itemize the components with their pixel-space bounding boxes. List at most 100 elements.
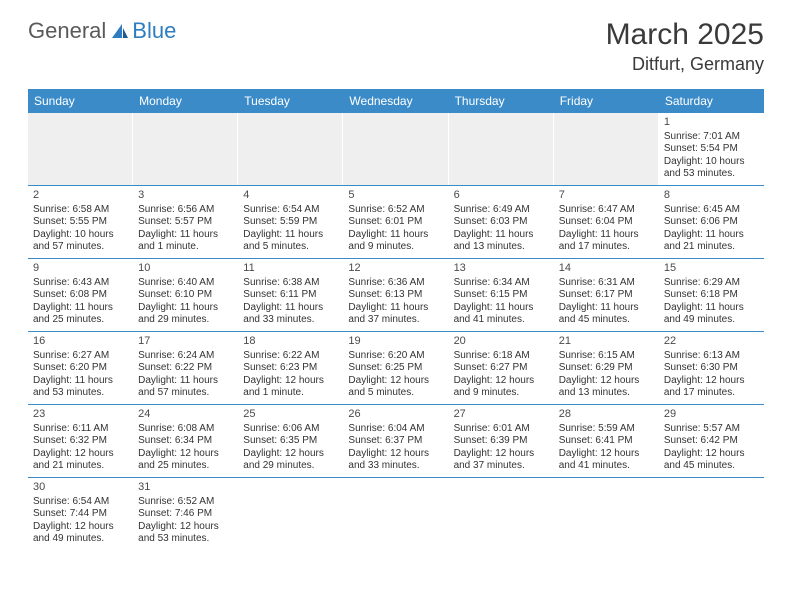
day-info-line: Daylight: 11 hours [664,229,758,242]
day-cell: 10Sunrise: 6:40 AMSunset: 6:10 PMDayligh… [133,259,238,331]
day-cell: 26Sunrise: 6:04 AMSunset: 6:37 PMDayligh… [343,405,448,477]
day-cell: 30Sunrise: 6:54 AMSunset: 7:44 PMDayligh… [28,478,133,550]
day-cell: 3Sunrise: 6:56 AMSunset: 5:57 PMDaylight… [133,186,238,258]
weekday-header: Sunday [28,89,133,113]
day-info-line: and 33 minutes. [243,314,337,327]
day-info-line: Sunrise: 6:31 AM [559,277,653,290]
day-cell: 7Sunrise: 6:47 AMSunset: 6:04 PMDaylight… [554,186,659,258]
day-number: 1 [664,116,758,130]
day-info-line: Sunset: 7:44 PM [33,508,127,521]
day-number: 25 [243,408,337,422]
day-info-line: Sunset: 6:32 PM [33,435,127,448]
day-number: 29 [664,408,758,422]
day-cell [449,113,554,185]
day-number: 24 [138,408,232,422]
day-info-line: Daylight: 12 hours [664,375,758,388]
day-info-line: and 1 minute. [138,241,232,254]
day-info-line: Sunrise: 6:34 AM [454,277,548,290]
logo-text-blue: Blue [132,18,176,44]
day-info-line: Daylight: 12 hours [348,375,442,388]
day-info-line: and 9 minutes. [454,387,548,400]
day-info-line: Sunrise: 6:04 AM [348,423,442,436]
day-info-line: Sunset: 6:41 PM [559,435,653,448]
day-info-line: Sunset: 6:04 PM [559,216,653,229]
day-info-line: and 45 minutes. [559,314,653,327]
day-info-line: Sunrise: 6:13 AM [664,350,758,363]
day-info-line: Sunrise: 6:54 AM [33,496,127,509]
day-info-line: and 49 minutes. [664,314,758,327]
day-info-line: and 9 minutes. [348,241,442,254]
day-cell [554,478,659,550]
day-info-line: Sunrise: 6:18 AM [454,350,548,363]
day-cell: 11Sunrise: 6:38 AMSunset: 6:11 PMDayligh… [238,259,343,331]
day-cell: 15Sunrise: 6:29 AMSunset: 6:18 PMDayligh… [659,259,764,331]
day-info-line: Daylight: 11 hours [33,302,127,315]
day-number: 20 [454,335,548,349]
day-info-line: and 29 minutes. [243,460,337,473]
day-info-line: Sunrise: 6:40 AM [138,277,232,290]
day-cell [659,478,764,550]
logo: General Blue [28,18,176,44]
day-info-line: Sunset: 6:08 PM [33,289,127,302]
day-info-line: Daylight: 11 hours [243,229,337,242]
weekday-header-row: SundayMondayTuesdayWednesdayThursdayFrid… [28,89,764,113]
day-info-line: Sunset: 6:20 PM [33,362,127,375]
weekday-header: Friday [554,89,659,113]
day-cell: 28Sunrise: 5:59 AMSunset: 6:41 PMDayligh… [554,405,659,477]
day-cell [449,478,554,550]
day-info-line: and 25 minutes. [138,460,232,473]
day-cell: 8Sunrise: 6:45 AMSunset: 6:06 PMDaylight… [659,186,764,258]
day-cell: 16Sunrise: 6:27 AMSunset: 6:20 PMDayligh… [28,332,133,404]
day-cell: 23Sunrise: 6:11 AMSunset: 6:32 PMDayligh… [28,405,133,477]
day-cell: 12Sunrise: 6:36 AMSunset: 6:13 PMDayligh… [343,259,448,331]
day-info-line: Daylight: 11 hours [138,375,232,388]
day-cell: 29Sunrise: 5:57 AMSunset: 6:42 PMDayligh… [659,405,764,477]
day-info-line: Sunrise: 6:27 AM [33,350,127,363]
weeks-container: 1Sunrise: 7:01 AMSunset: 5:54 PMDaylight… [28,113,764,550]
day-number: 13 [454,262,548,276]
day-info-line: Sunset: 6:23 PM [243,362,337,375]
day-info-line: Daylight: 10 hours [664,156,758,169]
day-info-line: Sunrise: 6:47 AM [559,204,653,217]
day-number: 16 [33,335,127,349]
day-info-line: Daylight: 11 hours [138,229,232,242]
day-info-line: Sunset: 6:06 PM [664,216,758,229]
day-number: 22 [664,335,758,349]
day-info-line: and 25 minutes. [33,314,127,327]
day-info-line: Sunrise: 6:52 AM [138,496,232,509]
day-cell: 18Sunrise: 6:22 AMSunset: 6:23 PMDayligh… [238,332,343,404]
day-cell [238,113,343,185]
day-cell: 17Sunrise: 6:24 AMSunset: 6:22 PMDayligh… [133,332,238,404]
day-info-line: Sunset: 6:27 PM [454,362,548,375]
day-info-line: Daylight: 12 hours [664,448,758,461]
weekday-header: Monday [133,89,238,113]
day-info-line: and 21 minutes. [33,460,127,473]
day-cell: 6Sunrise: 6:49 AMSunset: 6:03 PMDaylight… [449,186,554,258]
day-info-line: Daylight: 12 hours [559,375,653,388]
day-info-line: and 53 minutes. [33,387,127,400]
day-cell: 27Sunrise: 6:01 AMSunset: 6:39 PMDayligh… [449,405,554,477]
day-info-line: and 41 minutes. [454,314,548,327]
day-cell: 20Sunrise: 6:18 AMSunset: 6:27 PMDayligh… [449,332,554,404]
day-info-line: Daylight: 12 hours [243,375,337,388]
location: Ditfurt, Germany [606,54,764,75]
day-info-line: Sunrise: 6:22 AM [243,350,337,363]
day-info-line: Sunset: 6:10 PM [138,289,232,302]
calendar: SundayMondayTuesdayWednesdayThursdayFrid… [28,89,764,550]
day-info-line: Sunset: 5:55 PM [33,216,127,229]
day-cell: 13Sunrise: 6:34 AMSunset: 6:15 PMDayligh… [449,259,554,331]
day-cell: 21Sunrise: 6:15 AMSunset: 6:29 PMDayligh… [554,332,659,404]
day-number: 2 [33,189,127,203]
day-info-line: and 13 minutes. [454,241,548,254]
day-info-line: Sunrise: 6:06 AM [243,423,337,436]
header: General Blue March 2025 Ditfurt, Germany [0,0,792,83]
day-number: 3 [138,189,232,203]
day-info-line: Daylight: 12 hours [33,448,127,461]
day-info-line: Daylight: 12 hours [559,448,653,461]
day-info-line: Sunrise: 5:57 AM [664,423,758,436]
day-info-line: and 13 minutes. [559,387,653,400]
day-info-line: Sunset: 6:29 PM [559,362,653,375]
day-info-line: Daylight: 12 hours [138,448,232,461]
day-info-line: and 17 minutes. [559,241,653,254]
day-info-line: and 53 minutes. [664,168,758,181]
